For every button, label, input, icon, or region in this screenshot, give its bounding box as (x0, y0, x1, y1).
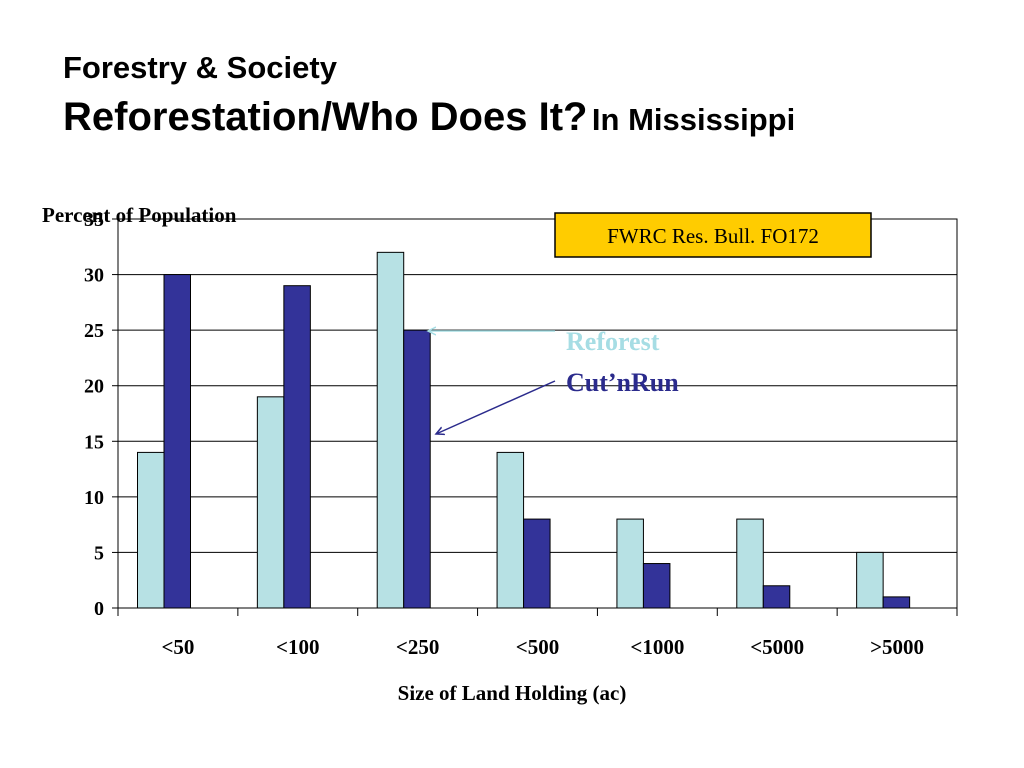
bar-cutnrun (163, 274, 191, 609)
slide-title-sub: In Mississippi (591, 102, 796, 137)
y-tick-label: 5 (94, 542, 104, 564)
y-tick-label: 10 (84, 487, 104, 509)
bar-reforest (256, 396, 285, 609)
legend-cutnrun-label: Cut’nRun (566, 368, 679, 397)
y-tick-labels: 0 5 10 15 20 25 30 35 (84, 209, 104, 620)
source-note-text: FWRC Res. Bull. FO172 (607, 224, 819, 248)
y-tick-label: 15 (84, 431, 104, 453)
x-tick-label: <1000 (630, 635, 684, 659)
bar-cutnrun (642, 563, 671, 609)
y-axis-label: Percent of Population (42, 203, 237, 227)
bar-reforest (856, 551, 884, 609)
source-note: FWRC Res. Bull. FO172 (554, 212, 872, 258)
bar-reforest (496, 451, 525, 609)
plot-frame (117, 218, 958, 609)
x-tick-label: <5000 (750, 635, 804, 659)
x-tick-labels: <50 <100 <250 <500 <1000 <5000 >5000 (161, 635, 924, 659)
axes (117, 218, 958, 616)
bar-reforest (736, 518, 764, 609)
x-tick-label: <50 (161, 635, 194, 659)
cutnrun-arrow (436, 380, 556, 434)
y-tick-label: 30 (84, 265, 104, 287)
source-note-box (554, 212, 872, 258)
legend-reforest-label: Reforest (566, 327, 660, 356)
bar-reforest (137, 451, 165, 609)
slide-title-line2: Reforestation/Who Does It? In Mississipp… (63, 95, 795, 140)
x-tick-label: <100 (276, 635, 319, 659)
y-tick-label: 20 (84, 376, 104, 398)
slide-title-line1: Forestry & Society (63, 50, 337, 85)
bar-cutnrun (523, 518, 551, 609)
x-axis-label: Size of Land Holding (ac) (398, 681, 627, 705)
bar-cutnrun (403, 329, 431, 609)
y-tick-label: 35 (84, 209, 104, 231)
x-tick-label: >5000 (870, 635, 924, 659)
bar-reforest (376, 251, 405, 609)
y-tick-label: 0 (94, 598, 104, 620)
bar-cutnrun (283, 285, 311, 609)
bar-cutnrun (762, 585, 791, 609)
x-tick-label: <250 (396, 635, 439, 659)
bars (137, 251, 911, 609)
slide-title-main: Reforestation/Who Does It? (63, 95, 588, 139)
bar-cutnrun (882, 596, 911, 609)
bar-reforest (616, 518, 644, 609)
y-tick-label: 25 (84, 320, 104, 342)
x-tick-label: <500 (516, 635, 559, 659)
